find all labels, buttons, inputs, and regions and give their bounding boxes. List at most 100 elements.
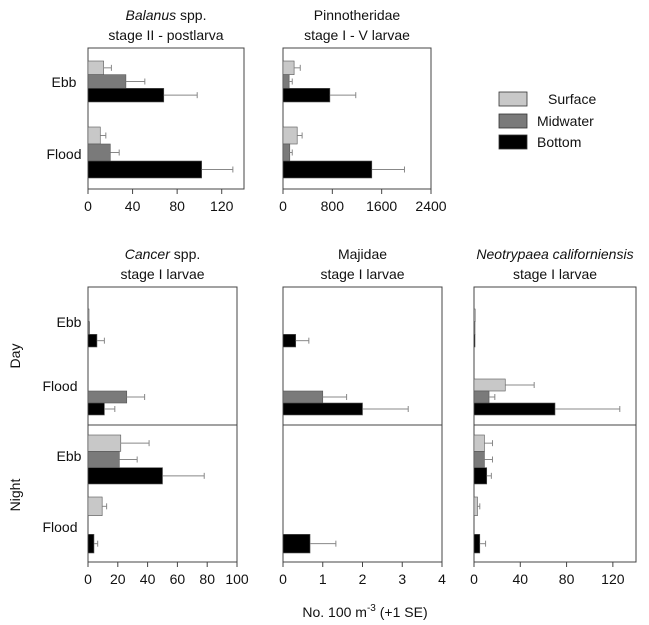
x-tick-label: 40 xyxy=(512,571,528,587)
panel-2: Pinnotheridae stage I - V larvae 0 800 1600 2… xyxy=(279,7,447,214)
bar-midwater xyxy=(473,451,485,468)
bar-midwater xyxy=(87,321,90,335)
panel-title: Majidae xyxy=(338,246,387,262)
category-label-flood: Flood xyxy=(42,378,77,394)
bar-surface xyxy=(87,126,101,145)
x-tick-label: 0 xyxy=(84,571,92,587)
bar-bottom xyxy=(87,88,165,103)
bar-midwater xyxy=(87,390,128,404)
bar-bottom xyxy=(282,160,373,179)
category-label-flood: Flood xyxy=(42,519,77,535)
panel-subtitle: stage I larvae xyxy=(320,266,404,282)
x-tick-label: 60 xyxy=(170,571,186,587)
x-tick-label: 80 xyxy=(199,571,215,587)
panel-frame xyxy=(87,47,245,190)
bar-bottom xyxy=(473,467,488,485)
x-tick-label: 100 xyxy=(225,571,249,587)
bar-surface xyxy=(473,378,506,392)
panel-5: Neotrypaea californiensis stage I larvae 0… xyxy=(470,246,637,587)
bar-surface xyxy=(473,308,476,322)
panel-title: Neotrypaea californiensis xyxy=(476,246,633,262)
bar-midwater xyxy=(473,390,490,404)
panel-subtitle: stage I - V larvae xyxy=(304,27,410,43)
x-axis-label-prefix: No. 100 m xyxy=(302,604,367,620)
panel-title: Balanus spp. xyxy=(126,7,207,23)
x-axis-label-suffix: (+1 SE) xyxy=(376,604,428,620)
bar-midwater xyxy=(282,74,290,89)
category-label-ebb: Ebb xyxy=(52,74,77,90)
bar-midwater xyxy=(87,451,120,468)
bar-surface xyxy=(473,496,478,516)
x-tick-label: 80 xyxy=(559,571,575,587)
bar-surface xyxy=(87,60,104,75)
panel-1: Balanus spp. stage II - postlarva 0 40 80 120… xyxy=(46,7,245,214)
legend-swatch-bottom xyxy=(498,134,528,150)
x-tick-label: 120 xyxy=(210,198,234,214)
row-label-night: Night xyxy=(7,479,23,512)
x-tick-label: 40 xyxy=(125,198,141,214)
legend: Surface Midwater Bottom xyxy=(498,91,596,150)
x-tick-label: 0 xyxy=(470,571,478,587)
x-tick-label: 3 xyxy=(398,571,406,587)
x-tick-label: 800 xyxy=(321,198,345,214)
x-tick-label: 120 xyxy=(601,571,625,587)
legend-label-midwater: Midwater xyxy=(537,113,594,129)
panel-title-italic: Balanus xyxy=(126,7,177,23)
bar-bottom xyxy=(473,334,476,348)
category-label-ebb: Ebb xyxy=(57,314,82,330)
x-tick-label: 2400 xyxy=(415,198,446,214)
x-tick-label: 2 xyxy=(359,571,367,587)
panel-subtitle: stage I larvae xyxy=(120,266,204,282)
bar-surface xyxy=(87,308,90,322)
panel-title-rest: spp. xyxy=(176,7,206,23)
bar-bottom xyxy=(473,402,556,416)
category-label-flood: Flood xyxy=(46,146,81,162)
panel-title-rest: spp. xyxy=(170,246,200,262)
x-tick-label: 4 xyxy=(438,571,446,587)
bar-bottom xyxy=(282,88,331,103)
bar-bottom xyxy=(87,160,202,179)
legend-swatch-midwater xyxy=(498,113,528,129)
bar-bottom xyxy=(282,534,311,554)
legend-swatch-surface xyxy=(498,91,528,107)
legend-label-bottom: Bottom xyxy=(537,134,581,150)
panel-4: Majidae stage I larvae 0 1 2 3 4 xyxy=(279,246,446,587)
bar-bottom xyxy=(282,334,297,348)
bar-surface xyxy=(87,434,122,452)
x-tick-label: 20 xyxy=(110,571,126,587)
x-axis-label: No. 100 m-3 (+1 SE) xyxy=(302,603,427,620)
bar-midwater xyxy=(282,143,291,162)
bar-bottom xyxy=(473,534,481,554)
bar-bottom xyxy=(87,467,163,485)
bar-surface xyxy=(282,60,295,75)
x-tick-label: 40 xyxy=(140,571,156,587)
bar-midwater xyxy=(87,143,111,162)
bar-bottom xyxy=(87,402,105,416)
x-tick-label: 1 xyxy=(319,571,327,587)
bar-bottom xyxy=(87,534,95,554)
panel-title: Cancer spp. xyxy=(125,246,201,262)
bar-midwater xyxy=(473,321,476,335)
bar-bottom xyxy=(87,334,98,348)
x-tick-label: 1600 xyxy=(366,198,397,214)
panel-frame xyxy=(282,47,432,190)
category-label-ebb: Ebb xyxy=(57,448,82,464)
panel-title: Pinnotheridae xyxy=(314,7,401,23)
panel-title-italic: Neotrypaea californiensis xyxy=(476,246,633,262)
x-tick-label: 80 xyxy=(169,198,185,214)
bar-surface xyxy=(282,126,298,145)
panel-subtitle: stage II - postlarva xyxy=(108,27,223,43)
row-label-day: Day xyxy=(7,344,23,369)
panel-3: Cancer spp. stage I larvae 0 20 40 60 80 100 Ebb… xyxy=(42,246,248,587)
bar-surface xyxy=(87,496,103,516)
x-tick-label: 0 xyxy=(279,571,287,587)
bar-midwater xyxy=(282,390,324,404)
x-tick-label: 0 xyxy=(279,198,287,214)
panel-title-italic: Cancer xyxy=(125,246,171,262)
x-tick-label: 0 xyxy=(84,198,92,214)
bar-surface xyxy=(473,434,485,452)
x-axis-label-exponent: -3 xyxy=(367,603,376,614)
bar-bottom xyxy=(282,402,363,416)
bar-midwater xyxy=(87,74,127,89)
panel-subtitle: stage I larvae xyxy=(513,266,597,282)
